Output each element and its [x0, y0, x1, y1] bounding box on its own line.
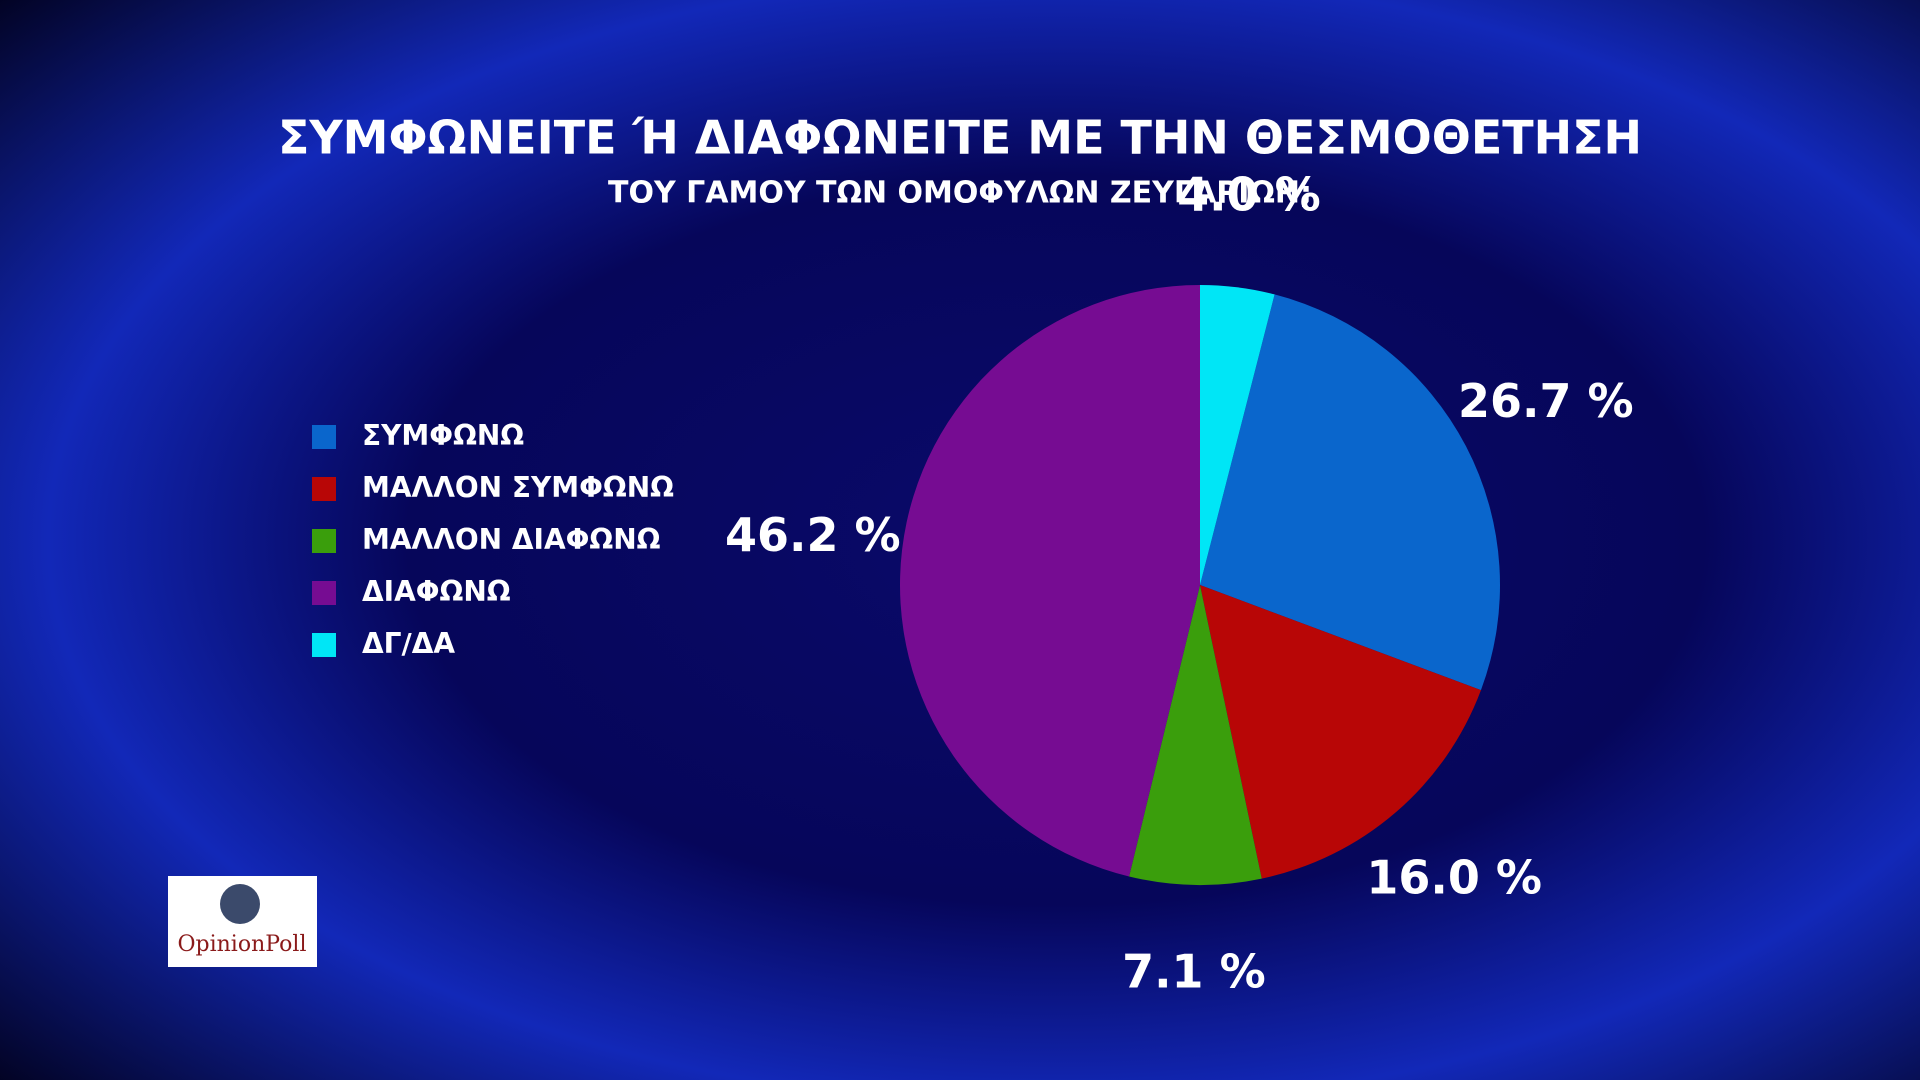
logo: OpinionPoll — [168, 876, 317, 967]
pie-slice — [1200, 585, 1481, 879]
pie-slice — [1129, 585, 1262, 886]
pie-slice — [1200, 285, 1275, 585]
pie-slice — [899, 285, 1200, 877]
legend-label: ΔΙΑΦΩΝΩ — [362, 575, 511, 608]
legend-swatch — [312, 477, 336, 501]
legend-label: ΣΥΜΦΩΝΩ — [362, 419, 524, 452]
chart-subtitle: ΤΟΥ ΓΑΜΟΥ ΤΩΝ ΟΜΟΦΥΛΩΝ ΖΕΥΓΑΡΙΩΝ; — [608, 176, 1312, 211]
data-label: 16.0 % — [1366, 850, 1542, 904]
legend-swatch — [312, 633, 336, 657]
legend-label: ΔΓ/ΔΑ — [362, 627, 455, 660]
chart-title: ΣΥΜΦΩΝΕΙΤΕ Ή ΔΙΑΦΩΝΕΙΤΕ ΜΕ ΤΗΝ ΘΕΣΜΟΘΕΤΗ… — [278, 111, 1642, 165]
legend-label: ΜΑΛΛΟΝ ΔΙΑΦΩΝΩ — [362, 523, 661, 556]
logo-icon — [220, 884, 260, 924]
data-label: 4.0 % — [1177, 168, 1321, 222]
data-label: 46.2 % — [725, 508, 901, 562]
pie-slice — [1200, 294, 1500, 691]
legend-swatch — [312, 581, 336, 605]
logo-text: OpinionPoll — [177, 932, 306, 957]
legend-swatch — [312, 529, 336, 553]
legend-swatch — [312, 425, 336, 449]
legend-label: ΜΑΛΛΟΝ ΣΥΜΦΩΝΩ — [362, 471, 674, 504]
data-label: 26.7 % — [1458, 374, 1634, 428]
data-label: 7.1 % — [1122, 944, 1266, 998]
